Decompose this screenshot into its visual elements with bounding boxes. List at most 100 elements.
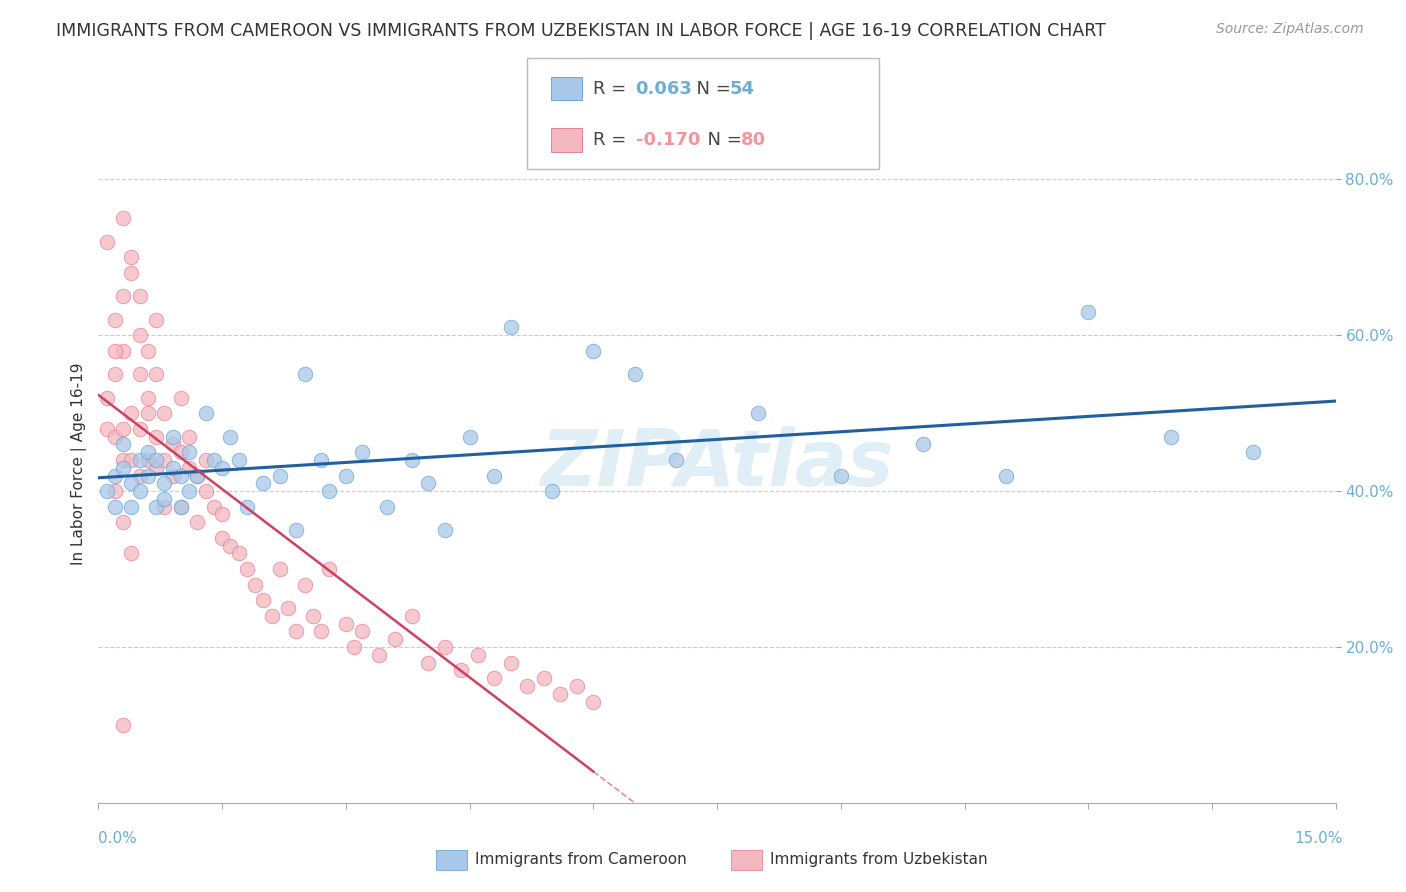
Y-axis label: In Labor Force | Age 16-19: In Labor Force | Age 16-19 [72,362,87,566]
Point [994,468,1017,483]
Text: 15.0%: 15.0% [1295,831,1343,846]
Point [153,453,176,467]
Point [228,453,250,467]
Point [136,445,159,459]
Point [120,546,142,560]
Point [277,601,299,615]
Point [401,453,423,467]
Point [170,391,193,405]
Point [623,368,645,382]
Point [153,491,176,506]
Point [335,468,357,483]
Point [96,422,118,436]
Point [335,616,357,631]
Point [145,368,167,382]
Point [418,656,440,670]
Point [128,422,150,436]
Point [302,608,325,623]
Point [375,500,398,514]
Point [294,368,316,382]
Text: IMMIGRANTS FROM CAMEROON VS IMMIGRANTS FROM UZBEKISTAN IN LABOR FORCE | AGE 16-1: IMMIGRANTS FROM CAMEROON VS IMMIGRANTS F… [56,22,1107,40]
Text: -0.170: -0.170 [636,131,700,149]
Point [499,320,522,334]
Point [384,632,406,647]
Point [186,516,208,530]
Point [912,437,935,451]
Point [285,624,308,639]
Point [179,484,201,499]
Point [170,500,193,514]
Point [747,406,769,420]
Point [104,343,127,358]
Point [112,453,135,467]
Point [112,422,135,436]
Point [228,546,250,560]
Text: R =: R = [593,131,633,149]
Text: 0.063: 0.063 [636,79,692,98]
Point [1077,305,1099,319]
Point [128,453,150,467]
Point [162,468,184,483]
Point [202,453,225,467]
Point [112,718,135,732]
Text: 0.0%: 0.0% [98,831,138,846]
Point [186,468,208,483]
Point [112,437,135,451]
Point [533,671,555,685]
Point [104,429,127,443]
Point [104,500,127,514]
Text: ZIPAtlas: ZIPAtlas [540,425,894,502]
Point [96,235,118,249]
Point [179,445,201,459]
Point [550,687,572,701]
Point [484,671,506,685]
Point [665,453,688,467]
Point [318,484,340,499]
Point [145,453,167,467]
Point [112,460,135,475]
Point [269,562,291,576]
Point [170,500,193,514]
Point [516,679,538,693]
Point [120,453,142,467]
Point [830,468,852,483]
Point [433,523,456,537]
Point [145,429,167,443]
Point [153,406,176,420]
Point [128,289,150,303]
Point [252,476,274,491]
Text: Source: ZipAtlas.com: Source: ZipAtlas.com [1216,22,1364,37]
Point [450,663,472,677]
Point [285,523,308,537]
Point [162,460,184,475]
Point [309,624,332,639]
Point [236,562,259,576]
Point [194,453,217,467]
Point [294,577,316,591]
Point [318,562,340,576]
Point [112,516,135,530]
Point [565,679,588,693]
Point [582,343,605,358]
Point [145,312,167,326]
Point [194,406,217,420]
Text: R =: R = [593,79,633,98]
Point [484,468,506,483]
Text: 80: 80 [741,131,766,149]
Point [243,577,266,591]
Point [153,476,176,491]
Point [219,539,242,553]
Point [467,648,489,662]
Point [170,468,193,483]
Text: 54: 54 [730,79,755,98]
Point [162,437,184,451]
Point [219,429,242,443]
Point [104,484,127,499]
Point [269,468,291,483]
Point [136,406,159,420]
Point [1160,429,1182,443]
Point [179,429,201,443]
Point [541,484,564,499]
Point [211,460,233,475]
Point [112,211,135,226]
